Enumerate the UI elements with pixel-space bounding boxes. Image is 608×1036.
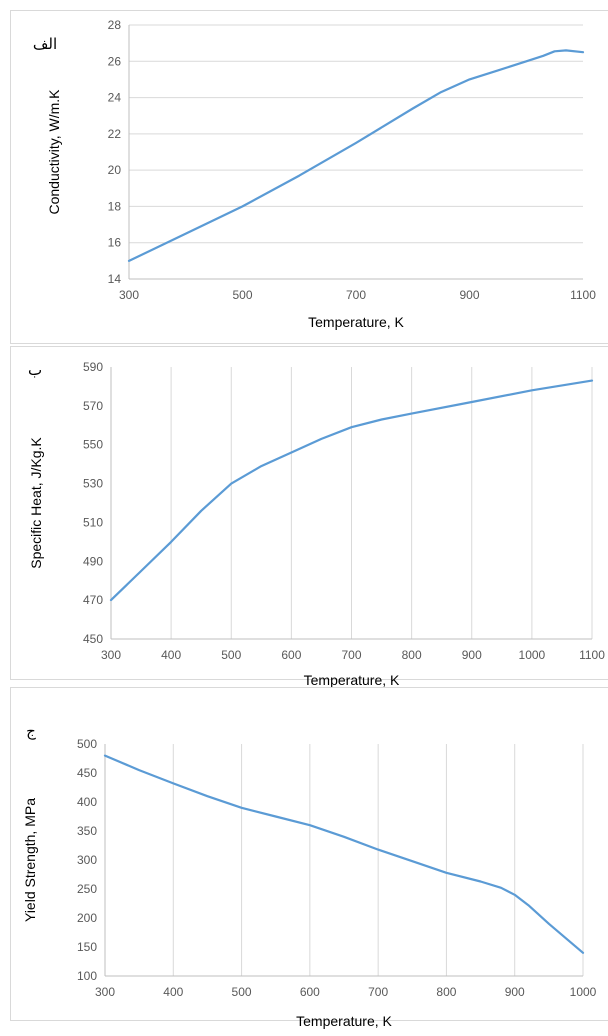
panel-label: الف xyxy=(33,35,57,53)
y-tick-label: 16 xyxy=(108,236,122,250)
y-tick-label: 530 xyxy=(83,477,103,491)
conductivity-chart-svg: 300 500 700 900 1100 14 16 18 20 22 24 26 28 Temperat… xyxy=(33,18,596,330)
data-series-line xyxy=(127,49,585,262)
x-tick-label: 500 xyxy=(221,648,241,662)
x-tick-label: 500 xyxy=(232,985,252,999)
x-tick-label: 1100 xyxy=(579,648,605,662)
x-tick-label: 900 xyxy=(505,985,525,999)
y-tick-label: 470 xyxy=(83,593,103,607)
y-tick-label: 22 xyxy=(108,127,122,141)
x-tick-label: 300 xyxy=(119,288,139,302)
x-tick-label: 800 xyxy=(402,648,422,662)
y-tick-label: 550 xyxy=(83,438,103,452)
y-tick-label: 200 xyxy=(77,911,97,925)
x-tick-label: 1000 xyxy=(519,648,546,662)
x-tick-label: 600 xyxy=(300,985,320,999)
y-tick-label: 500 xyxy=(77,737,97,751)
conductivity-chart: 300 500 700 900 1100 14 16 18 20 22 24 26 28 Temperat… xyxy=(10,10,608,344)
y-tick-label: 450 xyxy=(77,766,97,780)
x-tick-label: 900 xyxy=(462,648,482,662)
y-axis-title: Specific Heat, J/Kg.K xyxy=(28,437,44,569)
y-tick-label: 300 xyxy=(77,853,97,867)
x-tick-label: 900 xyxy=(459,288,479,302)
x-tick-label: 800 xyxy=(436,985,456,999)
y-tick-label: 590 xyxy=(83,360,103,374)
specific-heat-chart-svg: 300 400 500 600 700 800 900 1000 1100 450 470 490 51… xyxy=(28,360,605,688)
y-tick-label: 250 xyxy=(77,882,97,896)
data-series-line xyxy=(103,754,585,954)
y-tick-label: 20 xyxy=(108,163,122,177)
y-tick-label: 28 xyxy=(108,18,122,32)
y-tick-label: 490 xyxy=(83,554,103,568)
x-tick-label: 400 xyxy=(161,648,181,662)
x-tick-label: 500 xyxy=(232,288,252,302)
yield-strength-chart: 300 400 500 600 700 800 900 1000 100 150 200 250 300… xyxy=(10,687,608,1029)
x-axis-title: Temperature, K xyxy=(296,1013,392,1029)
y-axis-title: Conductivity, W/m.K xyxy=(46,89,62,215)
y-tick-label: 510 xyxy=(83,515,103,529)
panel-label: ب xyxy=(28,361,42,379)
x-tick-label: 300 xyxy=(101,648,121,662)
data-series-line xyxy=(109,379,594,602)
x-axis-title: Temperature, K xyxy=(308,314,404,330)
y-tick-label: 570 xyxy=(83,399,103,413)
y-tick-label: 150 xyxy=(77,940,97,954)
x-tick-label: 700 xyxy=(368,985,388,999)
y-tick-label: 100 xyxy=(77,969,97,983)
x-tick-label: 1100 xyxy=(570,288,596,302)
x-tick-label: 1000 xyxy=(570,985,597,999)
x-tick-label: 600 xyxy=(281,648,301,662)
y-tick-label: 24 xyxy=(108,91,122,105)
x-tick-label: 300 xyxy=(95,985,115,999)
x-tick-label: 700 xyxy=(346,288,366,302)
x-axis-title: Temperature, K xyxy=(304,672,400,688)
panel-label: ج xyxy=(26,722,36,741)
y-tick-label: 450 xyxy=(83,632,103,646)
yield-strength-chart-svg: 300 400 500 600 700 800 900 1000 100 150 200 250 300… xyxy=(22,722,597,1029)
y-tick-label: 350 xyxy=(77,824,97,838)
y-tick-label: 18 xyxy=(108,199,122,213)
x-tick-label: 700 xyxy=(341,648,361,662)
y-tick-label: 26 xyxy=(108,54,122,68)
specific-heat-chart: 300 400 500 600 700 800 900 1000 1100 450 470 490 51… xyxy=(10,346,608,688)
y-axis-title: Yield Strength, MPa xyxy=(22,798,38,922)
y-tick-label: 14 xyxy=(108,272,122,286)
x-tick-label: 400 xyxy=(163,985,183,999)
y-tick-label: 400 xyxy=(77,795,97,809)
